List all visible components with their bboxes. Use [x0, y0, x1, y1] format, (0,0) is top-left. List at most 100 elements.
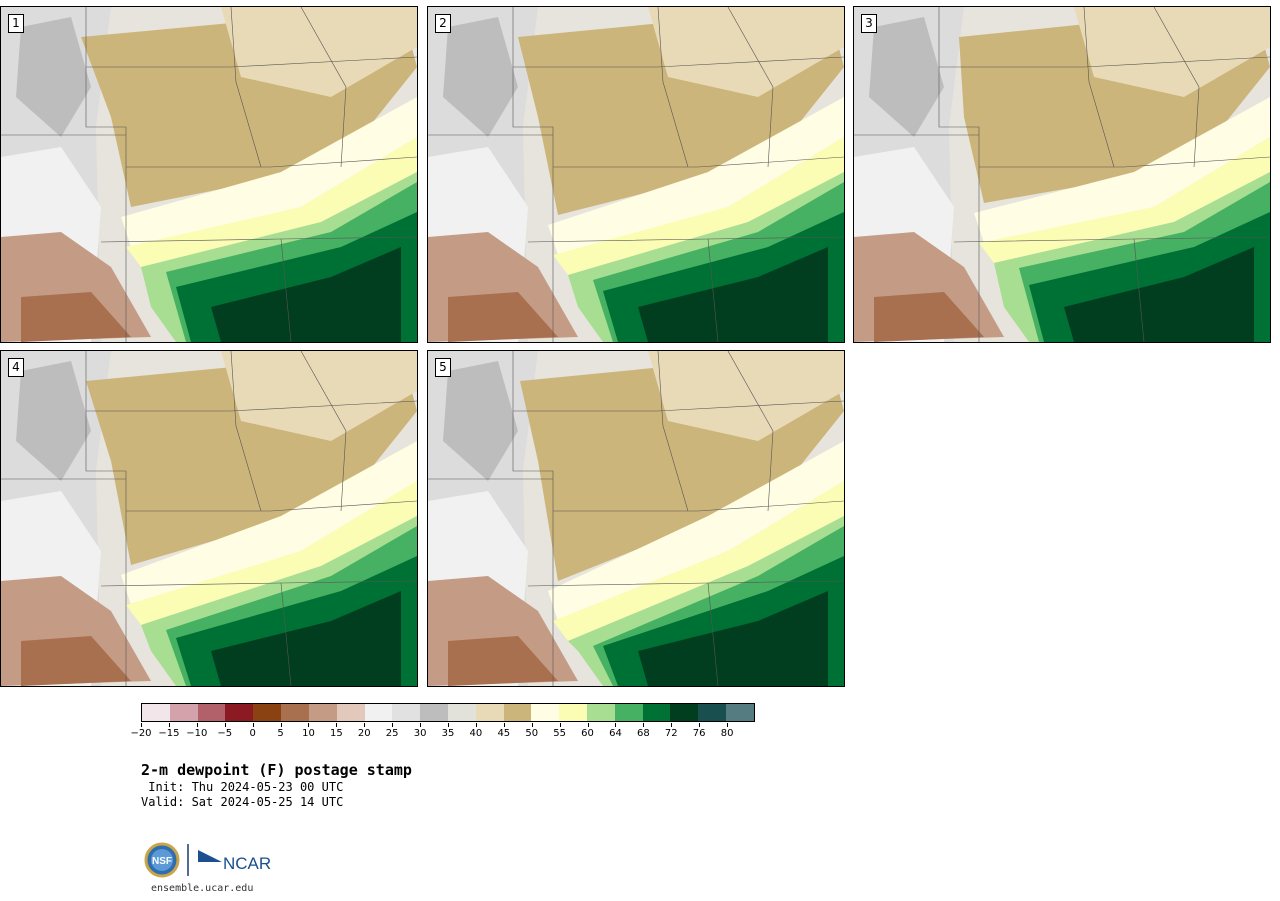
state-border: [280, 238, 292, 342]
colorbar-tick: [141, 723, 142, 727]
colorbar-tick-label: 45: [497, 728, 511, 739]
state-border: [553, 156, 844, 168]
nsf-logo-text: NSF: [152, 856, 172, 867]
colorbar-tick: [727, 723, 729, 727]
colorbar-bin: [308, 704, 337, 721]
dewpoint-map: [428, 7, 844, 342]
colorbar-tick: [364, 723, 366, 727]
region-rockies: [16, 361, 91, 481]
colorbar-tick-label: 72: [664, 728, 678, 739]
colorbar-tick: [643, 723, 645, 727]
band-72: [211, 591, 401, 686]
colorbar-bin: [587, 704, 615, 721]
valid-time: Valid: Sat 2024-05-25 14 UTC: [141, 795, 344, 809]
colorbar-bin: [142, 704, 170, 721]
band-50: [121, 97, 417, 247]
region-north: [648, 7, 844, 97]
region-rockies: [443, 17, 518, 137]
region-north: [1074, 7, 1270, 97]
colorbar-tick-label: −5: [217, 728, 233, 739]
colorbar-tick-label: 55: [553, 728, 566, 739]
colorbar-tick: [671, 723, 673, 727]
state-border: [126, 500, 417, 512]
region-north: [221, 7, 417, 97]
colorbar-bin: [670, 704, 699, 721]
band-55: [979, 137, 1270, 263]
colorbar-bin: [169, 704, 198, 721]
region-rockies: [16, 17, 91, 137]
dewpoint-map: [1, 7, 417, 342]
colorbar-tick: [224, 723, 226, 727]
colorbar-tick: [392, 723, 394, 727]
state-border: [86, 400, 417, 412]
state-border: [553, 500, 844, 512]
stamp-panel-4: 4: [0, 350, 418, 687]
state-border: [657, 351, 689, 512]
colorbar-tick-label: 35: [441, 728, 455, 739]
region-very-dry: [21, 636, 131, 686]
colorbar-tick-label: 64: [609, 728, 622, 739]
ncar-logo-text: NCAR: [223, 854, 271, 873]
region-north: [221, 351, 417, 441]
band-50: [974, 97, 1270, 243]
band-50: [548, 97, 844, 255]
chart-title: 2-m dewpoint (F) postage stamp: [141, 761, 412, 779]
state-border: [727, 351, 774, 512]
colorbar-tick: [503, 723, 505, 727]
panel-number: 5: [435, 358, 451, 377]
colorbar-tick-label: 76: [692, 728, 706, 739]
region-north: [648, 351, 844, 441]
colorbar-bin: [197, 704, 226, 721]
region-very-dry: [448, 292, 558, 342]
band-72: [1064, 247, 1254, 342]
dewpoint-map: [854, 7, 1270, 342]
colorbar-bin: [726, 704, 754, 721]
state-border: [513, 56, 844, 68]
nsf-ncar-logo: NSF NCAR: [144, 842, 271, 878]
colorbar-bin: [420, 704, 448, 721]
region-rockies: [443, 361, 518, 481]
colorbar-bin: [392, 704, 421, 721]
colorbar-tick-label: 80: [720, 728, 734, 739]
stamp-panel-1: 1: [0, 6, 418, 343]
state-border: [707, 238, 719, 342]
state-border: [657, 7, 689, 168]
state-border: [707, 582, 719, 686]
colorbar-ticks: −20 −15 −10 −5 0 5 10 15 20 25 30 35 40 45 50 55 60 64 68 7…: [130, 723, 755, 743]
colorbar-bin: [531, 704, 560, 721]
colorbar-tick: [308, 723, 310, 727]
colorbar-tick-label: −15: [158, 728, 180, 739]
colorbar-tick-label: 60: [581, 728, 594, 739]
colorbar-tick-label: −20: [130, 728, 152, 739]
colorbar-tick-label: 5: [277, 728, 284, 739]
colorbar-bin: [503, 704, 532, 721]
colorbar-tick-label: 0: [249, 728, 256, 739]
region-very-dry: [21, 292, 131, 342]
panel-number: 4: [8, 358, 24, 377]
colorbar-tick: [168, 723, 170, 727]
band-55: [553, 481, 844, 641]
colorbar-bin: [364, 704, 393, 721]
colorbar-tick: [699, 723, 701, 727]
state-border: [979, 156, 1270, 168]
colorbar-tick: [475, 723, 477, 727]
colorbar-bin: [559, 704, 587, 721]
colorbar-tick: [336, 723, 338, 727]
state-border: [939, 56, 1270, 68]
stamp-panel-3: 3: [853, 6, 1271, 343]
colorbar-tick-label: 10: [302, 728, 315, 739]
colorbar-tick-label: 30: [413, 728, 427, 739]
dewpoint-map: [428, 351, 844, 686]
colorbar: [141, 703, 755, 722]
state-border: [300, 351, 347, 512]
state-border: [1133, 238, 1145, 342]
state-border: [1083, 7, 1115, 168]
colorbar-tick: [615, 723, 617, 727]
band-72: [211, 247, 401, 342]
colorbar-tick: [559, 723, 561, 727]
colorbar-tick-label: 20: [357, 728, 371, 739]
colorbar-bin: [447, 704, 476, 721]
state-border: [86, 56, 417, 68]
band-55: [126, 481, 417, 625]
band-50: [548, 441, 844, 621]
